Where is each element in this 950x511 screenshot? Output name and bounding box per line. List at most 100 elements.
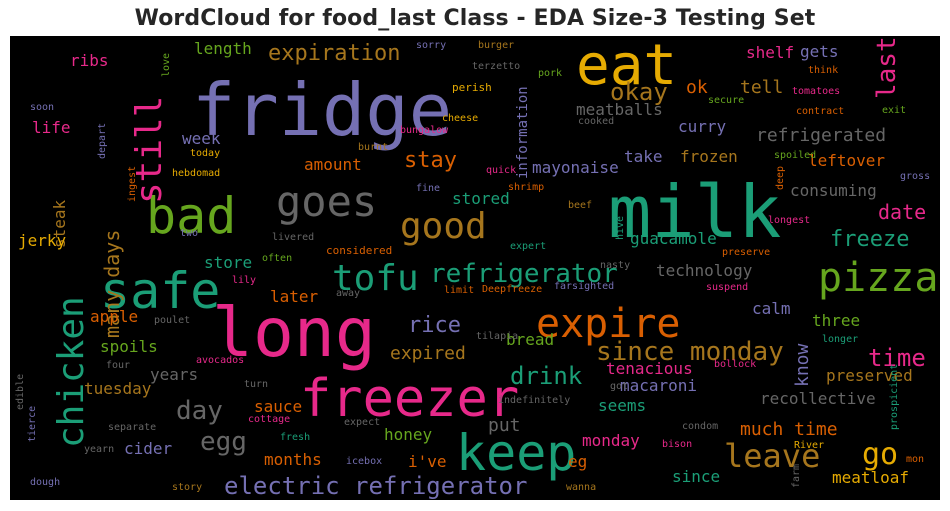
word-farsighted: farsighted <box>554 281 615 292</box>
word-yearn: yearn <box>84 444 115 455</box>
word-four: four <box>106 360 131 371</box>
word-condom: condom <box>682 421 719 432</box>
word-rice: rice <box>408 313 461 338</box>
word-electric-refrigerator: electric refrigerator <box>224 472 528 500</box>
word-seems: seems <box>598 396 647 415</box>
word-calm: calm <box>752 299 791 318</box>
word-considered: considered <box>326 244 393 257</box>
word-separate: separate <box>108 422 157 433</box>
word-avocados: avocados <box>196 355 245 366</box>
word-farm: farm <box>791 463 802 488</box>
word-take: take <box>624 147 663 166</box>
word-fine: fine <box>416 183 441 194</box>
word-soon: soon <box>30 102 55 113</box>
word-long: long <box>212 294 376 373</box>
word-freezer: freezer <box>300 369 520 429</box>
word-terzetto: terzetto <box>472 61 521 72</box>
word-quick: quick <box>486 165 517 176</box>
word-deep: deep <box>775 165 786 190</box>
word-stored: stored <box>452 189 510 208</box>
word-leftover: leftover <box>808 151 886 170</box>
word-exit: exit <box>882 105 907 116</box>
word-longer: longer <box>822 334 859 345</box>
word-tenacious: tenacious <box>606 359 693 378</box>
word-expert: expert <box>510 241 547 252</box>
word-honey: honey <box>384 425 433 444</box>
word-away: away <box>336 288 361 299</box>
word-frozen: frozen <box>680 147 738 166</box>
word-refrigerated: refrigerated <box>756 125 887 146</box>
word-cheese: cheese <box>442 113 479 124</box>
word-wanna: wanna <box>566 482 597 493</box>
word-suspend: suspend <box>706 282 749 293</box>
word-length: length <box>194 39 252 58</box>
word-poulet: poulet <box>154 315 191 326</box>
word-day: day <box>176 396 223 426</box>
word-fridge: fridge <box>192 68 453 152</box>
word-amount: amount <box>304 155 362 174</box>
word-bison: bison <box>662 439 693 450</box>
word-last: last <box>872 36 902 99</box>
word-contract: contract <box>796 106 845 117</box>
word-often: often <box>262 253 293 264</box>
word-information: information <box>515 86 531 179</box>
word-perish: perish <box>452 81 492 94</box>
word-week: week <box>182 129 221 148</box>
word-livered: livered <box>272 232 315 243</box>
word-safe: safe <box>100 262 221 320</box>
word-milk: milk <box>608 170 782 254</box>
word-since-monday: since monday <box>596 337 784 367</box>
word-shrimp: shrimp <box>508 182 545 193</box>
word-later: later <box>270 287 319 306</box>
word-much-time: much time <box>740 419 838 440</box>
word-got: got <box>610 381 629 392</box>
word-macaroni: macaroni <box>620 376 698 395</box>
word-river: River <box>794 440 825 451</box>
word-preserve: preserve <box>722 247 771 258</box>
word-years: years <box>150 365 199 384</box>
word-i-ve: i've <box>408 452 447 471</box>
word-know: know <box>792 343 813 387</box>
word-drink: drink <box>510 362 583 390</box>
word-store: store <box>204 253 253 272</box>
word-tuesday: tuesday <box>84 379 152 398</box>
word-lily: lily <box>232 275 257 286</box>
word-hebdomad: hebdomad <box>172 168 221 179</box>
word-secure: secure <box>708 95 745 106</box>
word-pizza: pizza <box>818 255 939 301</box>
word-depart: depart <box>97 122 108 159</box>
word-refrigerator: refrigerator <box>430 259 618 289</box>
word-story: story <box>172 482 203 493</box>
word-apple: apple <box>90 307 139 326</box>
word-burnt: burnt <box>358 142 389 153</box>
word-expect: expect <box>344 417 381 428</box>
word-hive: hive <box>615 215 626 240</box>
word-ok: ok <box>686 77 708 98</box>
word-recollective: recollective <box>760 389 876 408</box>
word-limit: limit <box>444 285 475 296</box>
word-monday: monday <box>582 431 640 450</box>
word-burger: burger <box>478 40 515 51</box>
word-egg: egg <box>200 427 247 457</box>
word-two: two <box>180 228 199 239</box>
word-stay: stay <box>404 148 457 173</box>
word-tilapia: tilapia <box>476 331 519 342</box>
word-tomatoes: tomatoes <box>792 86 841 97</box>
word-deepfreeze: Deepfreeze <box>482 284 543 295</box>
word-gross: gross <box>900 171 931 182</box>
chart-title: WordCloud for food_last Class - EDA Size… <box>134 6 816 31</box>
word-icebox: icebox <box>346 456 383 467</box>
word-guacamole: guacamole <box>630 229 717 248</box>
word-bread: bread <box>506 330 555 349</box>
word-shelf: shelf <box>746 43 795 62</box>
word-nasty: nasty <box>600 260 631 271</box>
word-beef: beef <box>568 200 593 211</box>
word-expired: expired <box>390 343 466 364</box>
word-love: love <box>161 52 172 77</box>
word-expiration: expiration <box>268 41 401 66</box>
word-dough: dough <box>30 477 61 488</box>
word-consuming: consuming <box>790 181 877 200</box>
word-mon: mon <box>906 454 925 465</box>
word-longest: longest <box>768 215 811 226</box>
word-tofu: tofu <box>332 258 419 299</box>
